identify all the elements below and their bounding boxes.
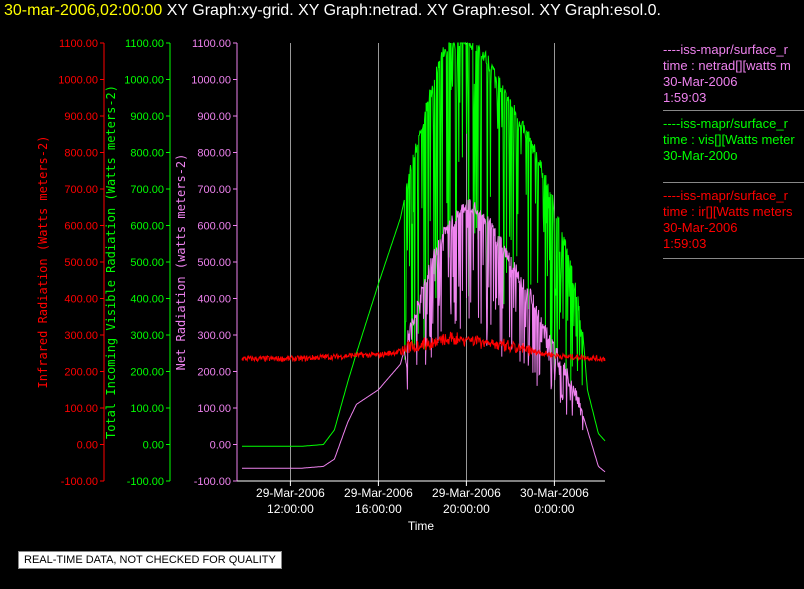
legend-line3: 30-Mar-2006 xyxy=(663,74,738,89)
y-tick-label: 500.00 xyxy=(64,257,98,269)
y-tick-label: 900.00 xyxy=(197,111,231,123)
title-graphs: XY Graph:xy-grid. XY Graph:netrad. XY Gr… xyxy=(166,2,661,19)
x-tick-time: 0:00:00 xyxy=(534,502,574,516)
y-tick-label: 0.00 xyxy=(77,440,98,452)
x-axis-ticks: 29-Mar-2006 12:00:00 29-Mar-2006 16:00:00 29… xyxy=(256,481,589,516)
x-tick-time: 12:00:00 xyxy=(267,502,314,516)
legend-divider xyxy=(663,182,804,183)
y-tick-label: 100.00 xyxy=(64,403,98,415)
y-tick-label: 1100.00 xyxy=(125,38,164,50)
y-tick-label: 400.00 xyxy=(130,294,164,306)
plot-area xyxy=(241,41,606,473)
y-tick-label: 100.00 xyxy=(197,403,231,415)
y-tick-label: 700.00 xyxy=(130,184,164,196)
y-tick-label: -100.00 xyxy=(194,476,231,488)
y-tick-label: 400.00 xyxy=(197,294,231,306)
y-axis-label: Infrared Radiation (Watts meters-2) xyxy=(36,136,50,389)
x-tick-time: 20:00:00 xyxy=(443,502,490,516)
y-tick-label: 900.00 xyxy=(130,111,164,123)
y-tick-label: 100.00 xyxy=(130,403,164,415)
legend-line2: time : ir[][Watts meters xyxy=(663,204,793,219)
page-title: 30-mar-2006,02:00:00 XY Graph:xy-grid. X… xyxy=(4,2,661,20)
y-tick-label: -100.00 xyxy=(61,476,98,488)
y-tick-label: 700.00 xyxy=(64,184,98,196)
y-tick-label: 1000.00 xyxy=(191,75,231,87)
y-tick-label: 300.00 xyxy=(130,330,164,342)
legend-divider xyxy=(663,258,804,259)
y-tick-label: 0.00 xyxy=(143,440,164,452)
legend-divider xyxy=(663,110,804,111)
y-tick-label: 800.00 xyxy=(197,148,231,160)
axes-layer: -100.00 0.00 100.00 200.00 300.00 400.00 500.0… xyxy=(36,38,605,488)
y-tick-label: 500.00 xyxy=(197,257,231,269)
y-tick-label: 200.00 xyxy=(130,367,164,379)
y-tick-label: 300.00 xyxy=(64,330,98,342)
quality-note: REAL-TIME DATA, NOT CHECKED FOR QUALITY xyxy=(18,551,282,569)
legend-entry: ----iss-mapr/surface_r time : netrad[][wa… xyxy=(663,42,804,106)
legend-line2: time : vis[][Watts meter xyxy=(663,132,795,147)
x-tick-date: 29-Mar-2006 xyxy=(432,486,501,500)
y-axis-label: Net Radiation (watts meters-2) xyxy=(174,154,188,371)
y-tick-label: 500.00 xyxy=(130,257,164,269)
y-tick-label: 800.00 xyxy=(130,148,164,160)
y-tick-label: 0.00 xyxy=(210,440,231,452)
series-line-ir xyxy=(241,331,606,363)
legend-line1: ----iss-mapr/surface_r xyxy=(663,42,788,57)
y-tick-label: 600.00 xyxy=(197,221,231,233)
y-axis-label: Total Incoming Visible Radiation (Watts … xyxy=(104,85,118,439)
series-line-netrad xyxy=(242,199,606,473)
legend-line1: ----iss-mapr/surface_r xyxy=(663,116,788,131)
x-tick-date: 29-Mar-2006 xyxy=(344,486,413,500)
y-tick-label: 600.00 xyxy=(130,221,164,233)
y-tick-label: 1000.00 xyxy=(124,75,164,87)
legend-line3: 30-Mar-2006 xyxy=(663,220,738,235)
x-tick-time: 16:00:00 xyxy=(355,502,402,516)
y-tick-label: 800.00 xyxy=(64,148,98,160)
legend-line3: 30-Mar-200o xyxy=(663,148,738,163)
legend-entry: ----iss-mapr/surface_r time : vis[][Watts… xyxy=(663,116,804,164)
legend-line4: 1:59:03 xyxy=(663,90,707,105)
legend-entry: ----iss-mapr/surface_r time : ir[][Watts … xyxy=(663,188,804,252)
y-tick-label: 700.00 xyxy=(197,184,231,196)
y-tick-label: -100.00 xyxy=(127,476,164,488)
y-tick-label: 900.00 xyxy=(64,111,98,123)
legend-line4: 1:59:03 xyxy=(663,236,707,251)
y-tick-label: 200.00 xyxy=(64,367,98,379)
x-tick-date: 29-Mar-2006 xyxy=(256,486,325,500)
y-tick-label: 1100.00 xyxy=(192,38,231,50)
title-timestamp: 30-mar-2006,02:00:00 xyxy=(4,2,163,19)
y-tick-label: 300.00 xyxy=(197,330,231,342)
y-tick-label: 1100.00 xyxy=(59,38,98,50)
y-tick-label: 400.00 xyxy=(64,294,98,306)
legend-line2: time : netrad[][watts m xyxy=(663,58,791,73)
y-tick-label: 600.00 xyxy=(64,221,98,233)
y-tick-label: 1000.00 xyxy=(58,75,98,87)
x-axis-label: Time xyxy=(408,519,435,533)
legend-line1: ----iss-mapr/surface_r xyxy=(663,188,788,203)
y-tick-label: 200.00 xyxy=(197,367,231,379)
x-tick-date: 30-Mar-2006 xyxy=(520,486,589,500)
series-line-vis xyxy=(242,41,606,447)
